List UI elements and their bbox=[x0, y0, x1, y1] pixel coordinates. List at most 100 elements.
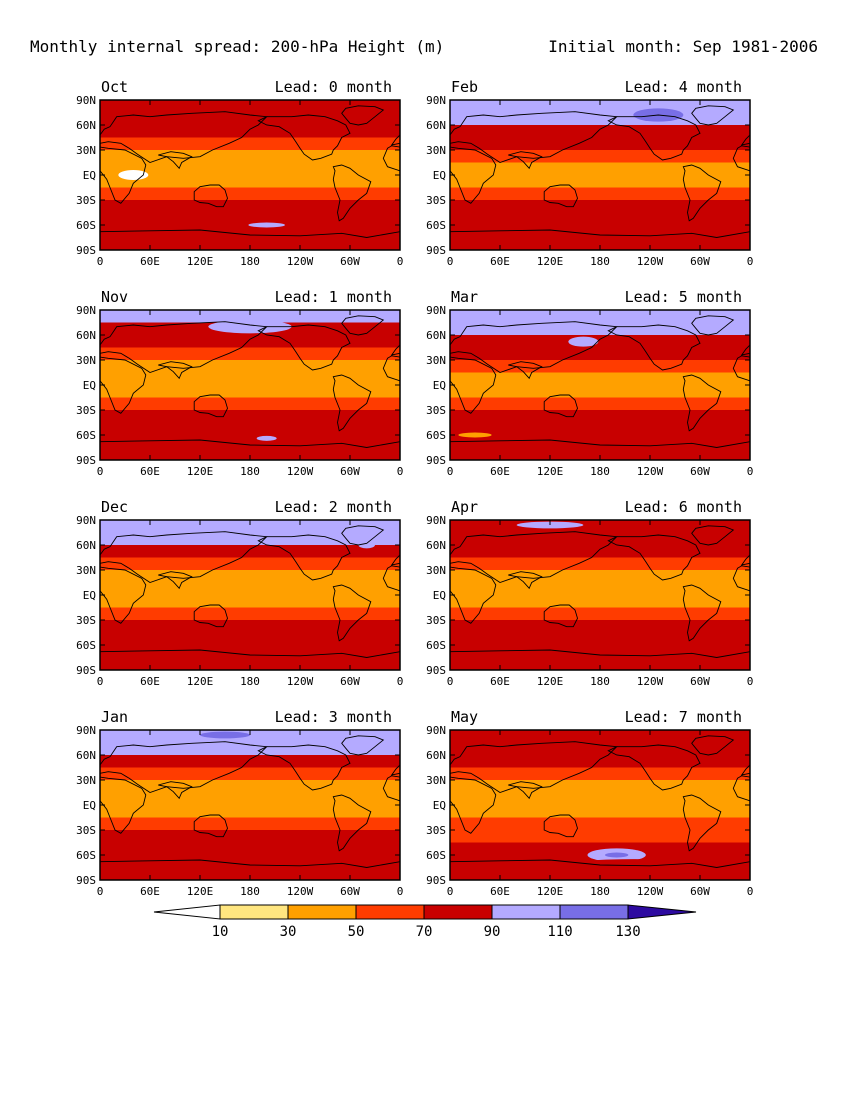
lat-band bbox=[450, 742, 750, 756]
y-tick-label: 60S bbox=[426, 849, 446, 862]
lat-band bbox=[450, 422, 750, 436]
coastline-na bbox=[0, 535, 50, 580]
lat-band bbox=[450, 570, 750, 584]
spread-patch bbox=[208, 320, 292, 334]
coastline-in bbox=[508, 781, 543, 800]
lat-band bbox=[450, 212, 750, 226]
y-tick-label: 30N bbox=[76, 144, 96, 157]
spread-patch bbox=[358, 541, 375, 549]
colorbar-tick-label: 10 bbox=[212, 924, 229, 940]
x-tick-label: 0 bbox=[97, 885, 104, 898]
y-tick-label: EQ bbox=[83, 799, 96, 812]
lat-band bbox=[100, 335, 400, 349]
coastline-sa bbox=[332, 164, 372, 222]
x-tick-label: 180 bbox=[590, 675, 610, 688]
coastline-sa bbox=[332, 374, 372, 432]
coastline-eu bbox=[450, 321, 618, 373]
colorbar-swatch bbox=[559, 904, 629, 920]
lat-band bbox=[450, 112, 750, 126]
coastline-sa bbox=[682, 584, 722, 642]
y-tick-label: 30N bbox=[76, 774, 96, 787]
spread-patch bbox=[200, 731, 250, 739]
coastline-eu bbox=[100, 111, 268, 163]
panel-month: Dec bbox=[101, 498, 128, 516]
y-tick-label: 30N bbox=[426, 774, 446, 787]
y-tick-label: 60N bbox=[426, 539, 446, 552]
y-tick-label: 90S bbox=[76, 244, 96, 257]
lat-band bbox=[100, 520, 400, 534]
coastline-af bbox=[450, 146, 497, 204]
x-tick-label: 0 bbox=[97, 255, 104, 268]
lat-band bbox=[100, 225, 400, 239]
x-tick-label: 60W bbox=[690, 675, 710, 688]
y-tick-label: 90N bbox=[76, 94, 96, 107]
lat-band bbox=[100, 137, 400, 151]
coastline-eu bbox=[740, 554, 750, 566]
x-tick-label: 180 bbox=[240, 465, 260, 478]
panel-month: Nov bbox=[101, 288, 128, 306]
panel-field bbox=[450, 730, 750, 880]
spread-patch bbox=[587, 221, 630, 232]
y-tick-label: EQ bbox=[83, 379, 96, 392]
lat-band bbox=[100, 817, 400, 831]
x-tick-label: 120W bbox=[287, 255, 314, 268]
coastline-af bbox=[732, 565, 750, 592]
coastline-au bbox=[543, 394, 578, 418]
x-tick-label: 180 bbox=[240, 885, 260, 898]
coastline-gl bbox=[691, 735, 735, 756]
coastline-na bbox=[0, 745, 50, 790]
coastline-eu bbox=[450, 741, 618, 793]
panel-lead: Lead: 5 month bbox=[625, 288, 742, 306]
lat-band bbox=[100, 855, 400, 869]
coastline-au bbox=[844, 185, 850, 207]
figure-title: Monthly internal spread: 200-hPa Height … bbox=[30, 37, 444, 56]
lat-band bbox=[450, 620, 750, 634]
coastline-na bbox=[607, 744, 701, 791]
panel-month: Mar bbox=[451, 288, 478, 306]
y-tick-label: 30N bbox=[76, 354, 96, 367]
coastline-an bbox=[100, 439, 400, 448]
lat-band bbox=[450, 335, 750, 349]
colorbar-over-arrow bbox=[627, 904, 697, 920]
lat-band bbox=[100, 385, 400, 399]
x-tick-label: 0 bbox=[747, 885, 754, 898]
lat-band bbox=[450, 582, 750, 596]
coastline-au bbox=[844, 395, 850, 417]
y-tick-label: 30S bbox=[426, 404, 446, 417]
x-tick-label: 60W bbox=[690, 885, 710, 898]
coastline-na bbox=[257, 324, 351, 371]
coastline-in bbox=[158, 781, 193, 800]
x-tick-label: 180 bbox=[590, 465, 610, 478]
lat-band bbox=[100, 570, 400, 584]
coastline-in bbox=[158, 571, 193, 590]
y-tick-label: 30S bbox=[426, 194, 446, 207]
x-tick-label: 180 bbox=[240, 255, 260, 268]
lat-band bbox=[100, 422, 400, 436]
coastline-au bbox=[193, 814, 228, 838]
lat-band bbox=[100, 805, 400, 819]
spread-patch bbox=[568, 336, 599, 347]
y-tick-label: 60N bbox=[426, 329, 446, 342]
coastline-na bbox=[257, 534, 351, 581]
lat-band bbox=[450, 867, 750, 880]
lat-band bbox=[100, 175, 400, 189]
spread-patch bbox=[458, 432, 492, 438]
y-tick-label: 90S bbox=[426, 874, 446, 887]
panel-lead: Lead: 6 month bbox=[625, 498, 742, 516]
colorbar-tick-label: 70 bbox=[416, 924, 433, 940]
lat-band bbox=[100, 212, 400, 226]
colorbar-swatch bbox=[491, 904, 561, 920]
lat-band bbox=[450, 200, 750, 214]
y-tick-label: EQ bbox=[433, 379, 446, 392]
panel-month: Feb bbox=[451, 78, 478, 96]
lat-band bbox=[450, 755, 750, 769]
x-tick-label: 120E bbox=[537, 255, 564, 268]
coastline-an bbox=[450, 649, 750, 658]
coastline-af bbox=[732, 775, 750, 802]
colorbar-tick-label: 50 bbox=[348, 924, 365, 940]
colorbar-tick-label: 130 bbox=[615, 924, 640, 940]
x-tick-label: 60W bbox=[690, 465, 710, 478]
